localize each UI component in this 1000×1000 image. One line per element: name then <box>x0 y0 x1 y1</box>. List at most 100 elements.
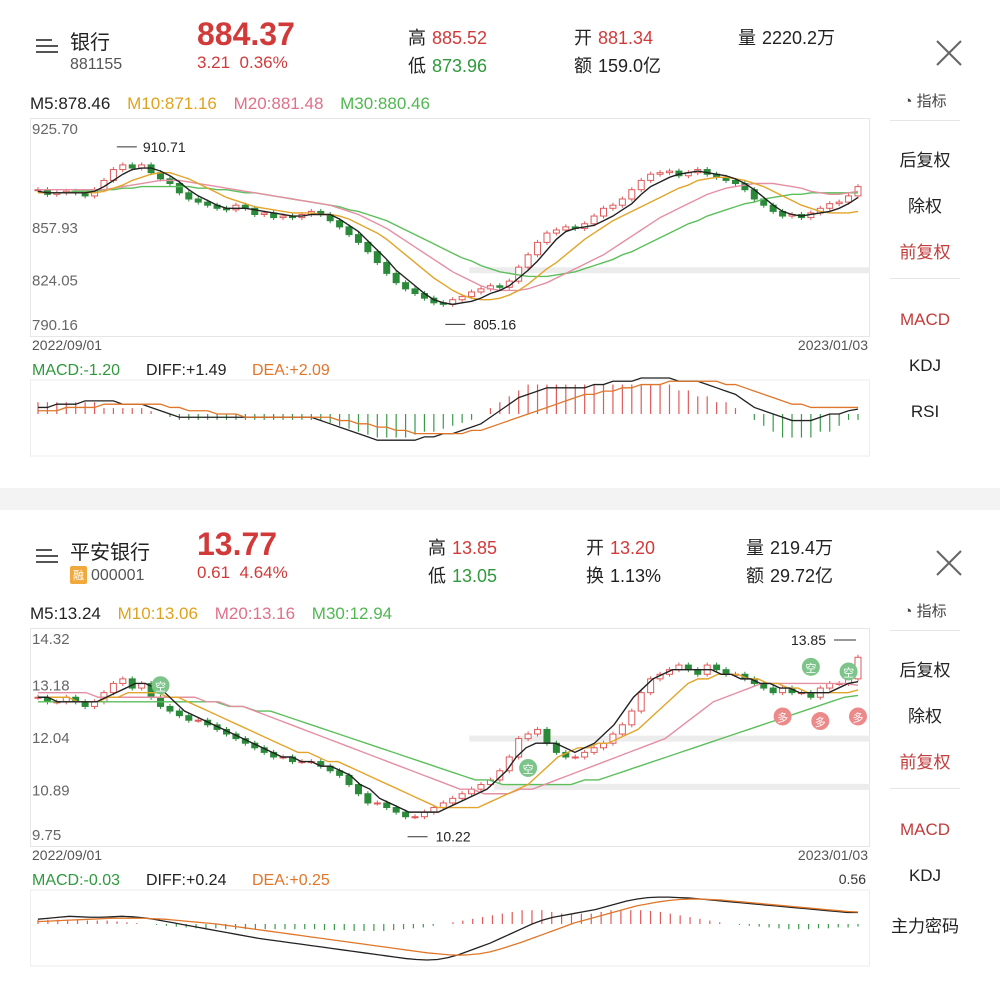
chart-sidebar: ◔ 指标 后复权 除权 前复权 MACD KDJ RSI <box>880 86 970 446</box>
turnover-amount: 额 29.72亿 <box>746 566 834 586</box>
candle-body <box>119 678 127 684</box>
long-signal-label: 多 <box>777 710 788 724</box>
ma-m10-line <box>38 171 859 301</box>
forward-adjust-button[interactable]: 前复权 <box>899 243 951 262</box>
candle-body <box>260 212 268 215</box>
candle-body <box>543 232 551 243</box>
candle-body <box>175 183 183 194</box>
y-tick-label: 12.04 <box>32 730 70 747</box>
close-icon[interactable] <box>932 36 966 70</box>
candle-body <box>647 173 655 181</box>
candle-body <box>496 770 504 781</box>
candle-body <box>628 189 636 200</box>
long-signal-badge <box>849 707 867 726</box>
candle-body <box>175 710 183 717</box>
last-price: 884.37 <box>197 16 295 52</box>
candle-body <box>411 816 419 819</box>
candle-body <box>468 291 476 298</box>
ma5-value: M5:13.24 <box>30 604 101 623</box>
ma20-value: M20:881.48 <box>233 94 324 113</box>
macd-button[interactable]: MACD <box>899 310 951 329</box>
candle-body <box>637 179 645 191</box>
indicator-button[interactable]: ◔ 指标 <box>903 603 947 620</box>
candle-body <box>713 664 721 671</box>
ma5-value: M5:878.46 <box>30 94 111 113</box>
ma20-value: M20:13.16 <box>214 604 296 623</box>
long-signal-badge <box>811 712 830 731</box>
candle-body <box>166 705 174 712</box>
y-tick-label: 14.32 <box>32 631 70 648</box>
candle-body <box>354 234 362 243</box>
candle-body <box>618 724 626 735</box>
ex-rights-button[interactable]: 除权 <box>908 197 942 216</box>
close-icon[interactable] <box>932 546 966 580</box>
macd-button[interactable]: MACD <box>899 820 951 839</box>
macd-frame <box>30 889 870 967</box>
candle-body <box>609 204 617 209</box>
ma10-value: M10:871.16 <box>127 94 217 113</box>
dea-value: DEA:+0.25 <box>252 872 330 889</box>
rsi-button[interactable]: RSI <box>910 402 940 421</box>
ma30-value: M30:12.94 <box>311 604 393 623</box>
menu-icon[interactable] <box>34 546 60 566</box>
short-signal-badge <box>519 758 538 777</box>
candle-body <box>581 751 589 758</box>
candle-body <box>505 280 513 288</box>
ma-m5-line <box>37 167 859 306</box>
main-force-button[interactable]: 主力密码 <box>891 917 959 936</box>
candle-body <box>609 733 617 744</box>
high-price: 高 13.85 <box>428 538 498 558</box>
short-signal-badge <box>801 657 820 676</box>
gauge-icon: ◔ <box>903 93 913 110</box>
backward-adjust-button[interactable]: 后复权 <box>899 661 951 680</box>
macd-legend: MACD:-1.20 DIFF:+1.49 DEA:+2.09 <box>32 362 330 379</box>
ma-m5-line <box>38 668 859 813</box>
quote-header: 平安银行 融 000001 13.77 0.61 4.64% 高 13.85 低 13… <box>0 510 1000 596</box>
candle-body <box>383 802 391 809</box>
candle-body <box>524 254 532 268</box>
menu-icon[interactable] <box>34 36 60 56</box>
candle-body <box>411 288 419 295</box>
candle-body <box>637 692 645 712</box>
indicator-button[interactable]: ◔ 指标 <box>903 93 947 110</box>
dea-value: DEA:+2.09 <box>252 362 330 379</box>
price-change: 3.21 0.36% <box>197 53 288 72</box>
short-signal-badge <box>839 662 858 681</box>
stock-panel-pingan-bank: 平安银行 融 000001 13.77 0.61 4.64% 高 13.85 低 13… <box>0 510 1000 1000</box>
candle-body <box>194 719 202 722</box>
gauge-icon: ◔ <box>903 603 913 620</box>
candle-body <box>392 272 400 284</box>
ma-legend: M5:13.24 M10:13.06 M20:13.16 M30:12.94 <box>30 604 404 624</box>
candle-body <box>449 797 457 804</box>
short-signal-label: 空 <box>805 661 816 675</box>
short-signal-label: 空 <box>523 762 534 776</box>
kline-chart[interactable]: 925.70 857.93 824.05 790.16 910.71 805.16 2022… <box>30 118 870 458</box>
candle-body <box>194 198 202 203</box>
kline-chart[interactable]: 14.3213.1812.0410.899.7513.85空空空 空多多多10.2… <box>30 628 870 968</box>
dea-line <box>37 898 859 956</box>
stock-name: 平安银行 <box>70 542 150 564</box>
forward-adjust-button[interactable]: 前复权 <box>899 753 951 772</box>
open-price: 开 13.20 <box>586 538 656 558</box>
kdj-button[interactable]: KDJ <box>908 866 942 885</box>
volume: 量 219.4万 <box>746 538 834 558</box>
ex-rights-button[interactable]: 除权 <box>908 707 942 726</box>
candle-body <box>128 164 136 169</box>
kdj-button[interactable]: KDJ <box>908 356 942 375</box>
stock-code: 881155 <box>70 56 123 73</box>
max-price-label: 910.71 <box>143 139 186 155</box>
candle-body <box>496 285 504 288</box>
candle-body <box>534 728 542 735</box>
candle-body <box>402 811 410 818</box>
y-tick-label: 13.18 <box>32 677 70 694</box>
turnover-rate: 换 1.13% <box>586 566 662 586</box>
candle-body <box>345 226 353 236</box>
x-end-date: 2023/01/03 <box>798 847 868 863</box>
candle-body <box>628 710 636 726</box>
quote-header: 银行 881155 884.37 3.21 0.36% 高 885.52 低 873… <box>0 0 1000 86</box>
stock-code: 融 000001 <box>70 566 144 585</box>
backward-adjust-button[interactable]: 后复权 <box>899 151 951 170</box>
candle-body <box>458 296 466 301</box>
low-price: 低 873.96 <box>408 56 488 76</box>
short-signal-badge <box>151 676 170 695</box>
